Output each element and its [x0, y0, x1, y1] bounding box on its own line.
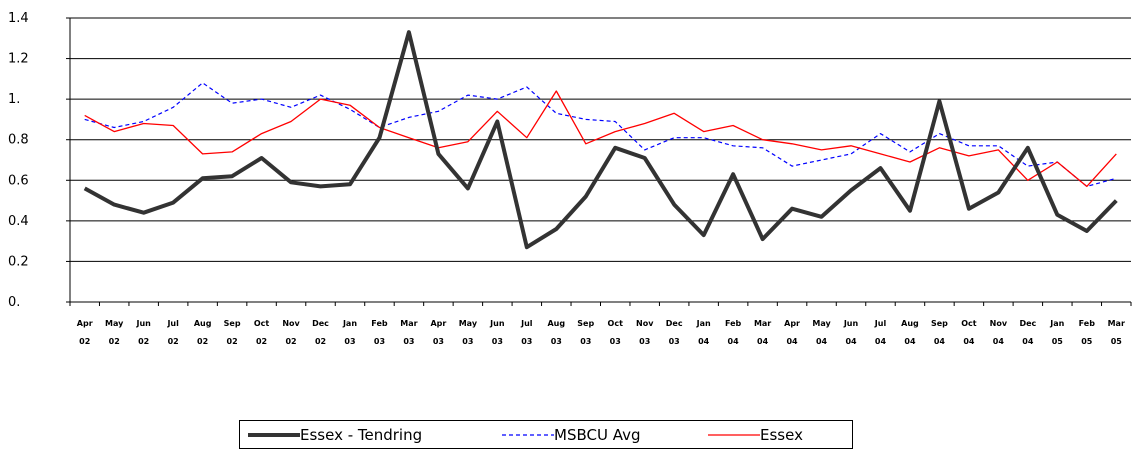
- x-tick-label-month: Nov: [636, 319, 654, 328]
- x-tick-label-month: May: [105, 319, 124, 328]
- x-tick-label-year: 02: [285, 337, 296, 346]
- x-tick-label-year: 02: [315, 337, 326, 346]
- x-tick-label-month: Jul: [166, 319, 179, 328]
- series-line-msbcu-avg: [84, 82, 1117, 187]
- x-tick-label-month: Jan: [1049, 319, 1064, 328]
- x-tick-label-year: 04: [728, 337, 740, 346]
- x-tick-label-year: 04: [934, 337, 946, 346]
- x-tick-label-month: Aug: [194, 319, 212, 328]
- x-tick-label-month: Mar: [754, 319, 771, 328]
- x-tick-label-month: Oct: [254, 319, 270, 328]
- x-tick-label-month: Jan: [342, 319, 357, 328]
- x-tick-label-month: Oct: [961, 319, 977, 328]
- x-tick-label-year: 04: [757, 337, 769, 346]
- x-tick-label-month: Sep: [577, 319, 594, 328]
- x-tick-label-month: Dec: [312, 319, 329, 328]
- y-tick-label: 0.: [8, 295, 20, 310]
- x-tick-label-year: 02: [168, 337, 179, 346]
- y-axis-ticks: 0. 0.2 0.4 0.6 0.8 1. 1.2 1.4: [8, 11, 29, 310]
- x-tick-label-month: Sep: [931, 319, 948, 328]
- x-tick-label-month: Jul: [520, 319, 533, 328]
- x-tick-label-year: 04: [816, 337, 828, 346]
- legend-swatch-essex: [708, 433, 760, 436]
- x-tick-label-month: May: [459, 319, 478, 328]
- x-tick-label-month: Jul: [874, 319, 887, 328]
- y-tick-label: 1.4: [8, 11, 29, 26]
- series-lines: [83, 30, 1118, 250]
- x-tick-label-year: 02: [138, 337, 149, 346]
- y-tick-label: 0.2: [8, 254, 29, 269]
- x-tick-label-year: 05: [1111, 337, 1123, 346]
- x-tick-label-year: 05: [1081, 337, 1093, 346]
- legend-item-msbcu-avg: MSBCU Avg: [502, 421, 641, 448]
- legend-item-essex: Essex: [708, 421, 803, 448]
- x-tick-label-year: 02: [109, 337, 120, 346]
- x-tick-label-year: 04: [993, 337, 1005, 346]
- x-tick-label-month: Dec: [1019, 319, 1036, 328]
- x-tick-label-month: Feb: [1079, 319, 1096, 328]
- legend: Essex - Tendring MSBCU Avg Essex: [239, 420, 853, 449]
- x-tick-label-month: Apr: [77, 319, 93, 328]
- x-tick-label-year: 03: [610, 337, 621, 346]
- series-line-essex: [84, 90, 1117, 188]
- x-tick-label-month: Aug: [901, 319, 919, 328]
- x-tick-label-month: Jun: [489, 319, 505, 328]
- y-tick-label: 0.8: [8, 133, 29, 148]
- y-tick-label: 1.2: [8, 52, 29, 67]
- x-tick-label-year: 03: [433, 337, 444, 346]
- x-tick-label-month: May: [812, 319, 831, 328]
- x-tick-label-month: Oct: [608, 319, 624, 328]
- series-line-essex-tendring: [83, 30, 1118, 250]
- legend-swatch-msbcu-avg: [502, 433, 554, 436]
- x-axis-ticks: Apr 02 May 02 Jun 02 Jul 02 Aug 02 Sep 02 Oct 02 Nov 02…: [77, 319, 1125, 346]
- gridlines: [70, 17, 1131, 262]
- x-tick-label-year: 02: [79, 337, 90, 346]
- x-tick-label-year: 04: [875, 337, 887, 346]
- x-tick-label-month: Nov: [990, 319, 1008, 328]
- line-chart: 0. 0.2 0.4 0.6 0.8 1. 1.2 1.4 Apr 02 May 02 Jun 02 Ju…: [8, 11, 1132, 346]
- legend-swatch-essex-tendring: [248, 432, 300, 437]
- x-tick-label-year: 03: [521, 337, 532, 346]
- legend-item-essex-tendring: Essex - Tendring: [248, 421, 422, 448]
- axes: [66, 17, 1132, 306]
- x-tick-label-year: 03: [492, 337, 503, 346]
- x-tick-label-year: 03: [462, 337, 473, 346]
- x-tick-label-year: 04: [963, 337, 975, 346]
- x-tick-label-year: 04: [1022, 337, 1034, 346]
- legend-label-msbcu-avg: MSBCU Avg: [554, 425, 641, 444]
- x-tick-label-year: 03: [639, 337, 650, 346]
- x-tick-label-year: 03: [403, 337, 414, 346]
- x-tick-label-month: Dec: [666, 319, 683, 328]
- x-tick-label-year: 03: [374, 337, 385, 346]
- x-tick-label-month: Apr: [784, 319, 800, 328]
- x-tick-label-month: Sep: [224, 319, 241, 328]
- x-tick-label-year: 02: [256, 337, 267, 346]
- x-tick-label-month: Nov: [282, 319, 300, 328]
- y-tick-label: 1.: [8, 92, 20, 107]
- x-tick-label-month: Jun: [843, 319, 859, 328]
- y-tick-label: 0.4: [8, 214, 29, 229]
- x-tick-label-month: Mar: [1108, 319, 1125, 328]
- x-tick-label-year: 02: [197, 337, 208, 346]
- legend-label-essex: Essex: [760, 425, 803, 444]
- x-tick-label-year: 03: [580, 337, 591, 346]
- x-tick-label-year: 02: [227, 337, 238, 346]
- x-tick-label-year: 05: [1052, 337, 1064, 346]
- x-tick-label-year: 04: [904, 337, 916, 346]
- x-tick-label-month: Apr: [430, 319, 446, 328]
- x-tick-label-month: Mar: [400, 319, 417, 328]
- x-tick-label-year: 03: [551, 337, 562, 346]
- y-tick-label: 0.6: [8, 173, 29, 188]
- x-tick-label-month: Feb: [371, 319, 388, 328]
- x-tick-label-year: 03: [344, 337, 355, 346]
- x-tick-label-month: Jun: [135, 319, 151, 328]
- x-tick-label-year: 04: [845, 337, 857, 346]
- x-tick-label-month: Aug: [547, 319, 565, 328]
- x-tick-label-year: 04: [786, 337, 798, 346]
- x-tick-label-month: Feb: [725, 319, 742, 328]
- x-tick-label-month: Jan: [696, 319, 711, 328]
- x-tick-label-year: 04: [698, 337, 710, 346]
- x-tick-label-year: 03: [669, 337, 680, 346]
- legend-label-essex-tendring: Essex - Tendring: [300, 425, 423, 444]
